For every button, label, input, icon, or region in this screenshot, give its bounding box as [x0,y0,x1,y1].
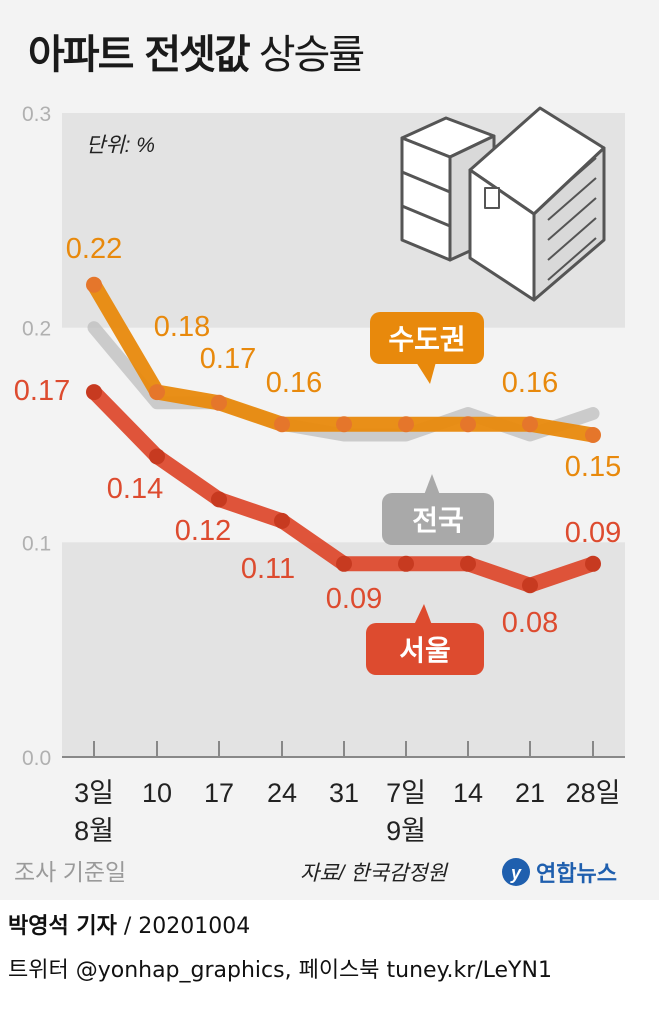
x-tick-label: 9월 [386,816,426,846]
data-point-capital [149,384,165,401]
x-tick-label: 21 [515,778,545,808]
data-point-capital [86,276,102,293]
data-label-capital: 0.17 [200,343,256,375]
data-label-seoul: 0.11 [241,553,295,585]
data-point-seoul [336,555,352,572]
data-point-seoul [149,448,165,465]
data-label-capital: 0.18 [154,311,210,343]
credit-date: 20201004 [138,914,251,939]
y-tick-label: 0.2 [22,318,51,341]
x-tick-label: 7일 [386,778,426,808]
credit-line: 박영석 기자 / 20201004 [8,908,250,940]
brand-label: 연합뉴스 [536,861,617,886]
data-point-seoul [522,577,538,594]
yonhap-logo-icon: y [502,858,530,886]
source-label: 자료/ 한국감정원 [300,862,449,885]
x-tick-label: 10 [142,778,172,808]
x-tick-label: 24 [267,778,297,808]
legend-national: 전국 [382,474,494,545]
data-point-capital [585,427,601,443]
data-point-seoul [585,555,601,572]
data-label-seoul: 0.14 [107,473,163,505]
social-line: 트위터 @yonhap_graphics, 페이스북 tuney.kr/LeYN… [8,958,552,983]
data-point-capital [460,416,476,433]
x-tick-label: 17 [204,778,234,808]
credit-separator: / [116,914,139,939]
data-point-capital [211,394,227,411]
y-axis: 0.0 0.1 0.2 0.3 [22,103,625,770]
data-label-seoul: 0.09 [565,517,621,549]
series-layer [86,276,601,594]
data-label-seoul: 0.17 [14,375,70,407]
y-tick-label: 0.1 [22,532,51,555]
data-label-capital: 0.22 [66,233,122,265]
unit-label: 단위: % [86,134,155,157]
data-label-capital: 0.16 [266,367,322,399]
data-point-capital [398,416,414,433]
data-point-seoul [460,555,476,572]
legend-seoul-label: 서울 [399,635,451,666]
data-label-layer: 0.220.180.170.16 0.160.150.170.140.120.11… [14,233,621,639]
data-point-seoul [274,512,290,529]
y-tick-label: 0.0 [22,747,51,770]
legend-capital: 수도권 [370,312,484,384]
chart-title: 아파트 전셋값 상승률 [28,22,365,80]
data-label-capital: 0.16 [502,367,558,399]
chart-frame: 아파트 전셋값 상승률 0.0 0.1 0.2 0.3 3일 8월 10 17 24 31 7일 9월… [0,0,659,900]
title-bold: 아파트 전셋값 [28,32,251,78]
x-tick-label: 14 [453,778,483,808]
line-chart: 0.0 0.1 0.2 0.3 3일 8월 10 17 24 31 7일 9월 14 21 28일 단위:… [14,103,625,886]
title-light: 상승률 [258,32,365,78]
data-point-seoul [86,384,102,401]
data-point-capital [522,416,538,433]
data-label-capital: 0.15 [565,451,621,483]
axis-caption: 조사 기준일 [14,859,126,885]
data-label-seoul: 0.08 [502,607,558,639]
legend-capital-label: 수도권 [388,324,465,355]
data-point-capital [336,416,352,433]
x-tick-label: 28일 [566,778,621,808]
x-axis: 3일 8월 10 17 24 31 7일 9월 14 21 28일 [74,741,620,846]
data-label-seoul: 0.09 [326,583,382,615]
x-tick-label: 8월 [74,816,114,846]
legend-seoul: 서울 [366,604,484,675]
x-tick-label: 31 [329,778,359,808]
y-tick-label: 0.3 [22,103,51,126]
apartment-building-icon [400,106,606,302]
data-point-seoul [211,491,227,508]
x-tick-label: 3일 [74,778,114,808]
reporter-name: 박영석 기자 [8,914,117,939]
data-point-capital [274,416,290,433]
svg-text:y: y [510,863,522,883]
data-point-seoul [398,555,414,572]
legend-national-label: 전국 [412,505,464,536]
data-label-seoul: 0.12 [175,515,231,547]
